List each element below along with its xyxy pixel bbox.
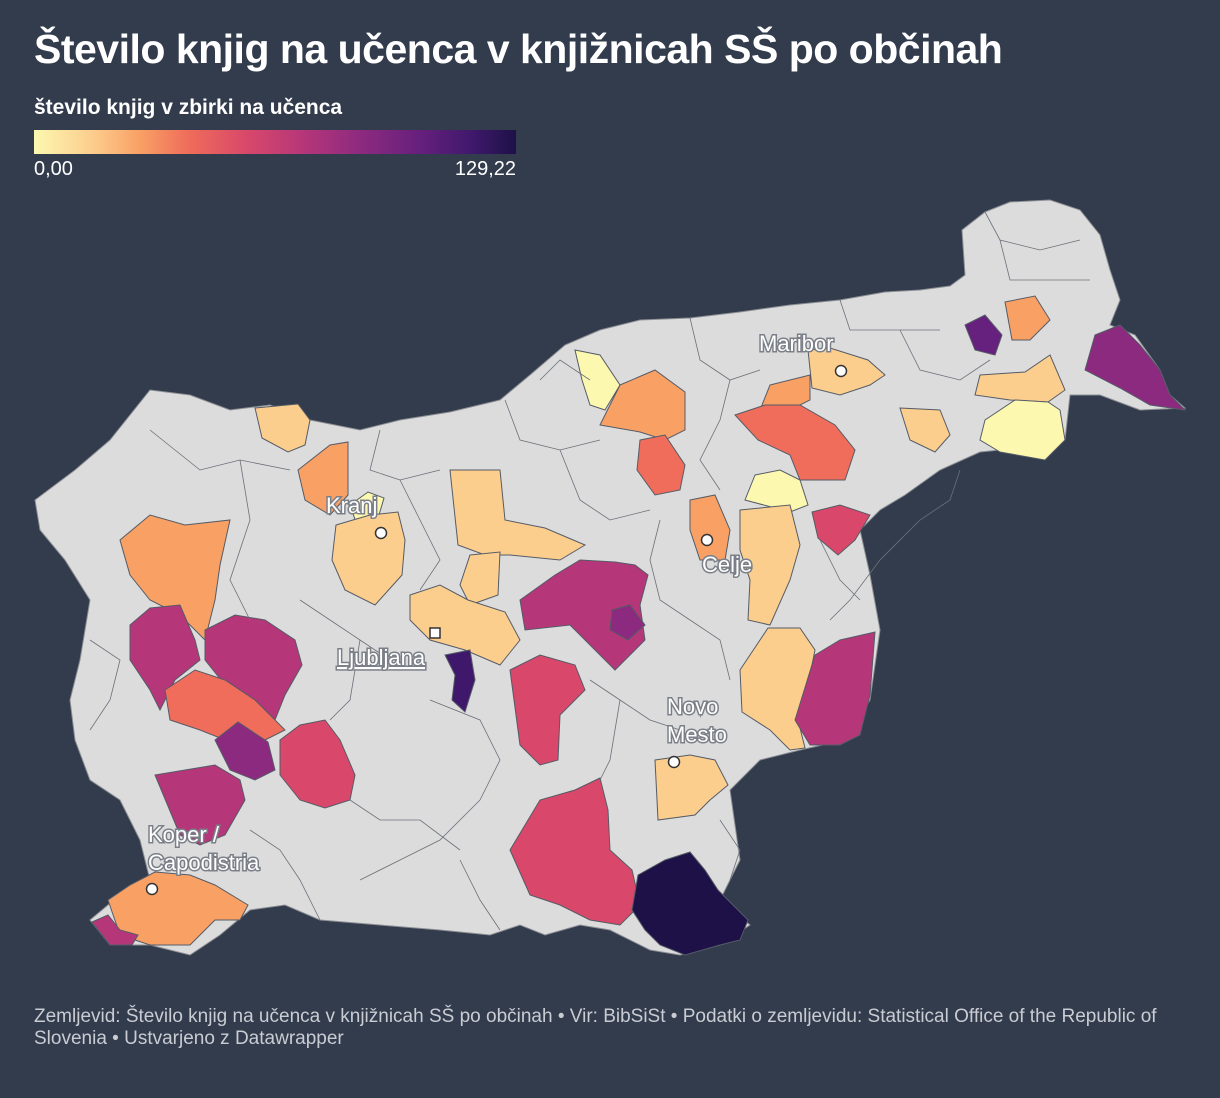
maribor-marker[interactable] [834, 364, 848, 378]
region [204, 614, 303, 721]
ljubljana-label: Ljubljana [337, 645, 426, 670]
region [164, 669, 286, 741]
kranj-label: Kranj [326, 493, 377, 518]
novo-mesto-label-line1: Novo [667, 694, 718, 719]
region [129, 604, 201, 712]
region [1004, 295, 1051, 341]
source-footer: Zemljevid: Število knjig na učenca v knj… [34, 1006, 1157, 1049]
ljubljana-marker[interactable] [429, 627, 441, 639]
region [509, 777, 641, 926]
legend-title: število knjig v zbirki na učenca [34, 96, 343, 119]
region [739, 504, 801, 626]
celje-marker[interactable] [700, 533, 714, 547]
region [794, 631, 876, 746]
region [509, 654, 586, 766]
region [449, 469, 587, 561]
region [214, 721, 276, 781]
region [964, 314, 1003, 356]
koper-marker[interactable] [145, 882, 159, 896]
city-labels: Maribor Kranj Celje Ljubljana Novo Mesto… [147, 330, 836, 877]
region [631, 851, 749, 956]
novo-mesto-label-line2: Mesto [667, 722, 727, 747]
region [519, 559, 649, 671]
maribor-label: Maribor [759, 331, 834, 356]
region [1084, 324, 1187, 411]
map-title: Število knjig na učenca v knjižnicah SŠ … [34, 26, 1003, 72]
region [119, 514, 231, 641]
region [459, 551, 501, 606]
kranj-marker[interactable] [374, 526, 388, 540]
region [811, 504, 871, 556]
region [899, 407, 951, 453]
city-markers [145, 364, 848, 896]
legend-color-scale [34, 130, 516, 154]
region [744, 469, 809, 513]
novo-mesto-marker[interactable] [667, 755, 681, 769]
region [609, 604, 646, 641]
region [654, 754, 729, 821]
region [254, 403, 311, 453]
region [689, 494, 731, 561]
legend-max-label: 129,22 [454, 158, 516, 180]
region [574, 349, 621, 411]
legend-min-label: 0,00 [34, 158, 73, 180]
region [734, 404, 856, 481]
celje-label: Celje [702, 552, 752, 577]
region [636, 434, 686, 496]
region [279, 719, 356, 809]
choropleth-regions [91, 295, 1187, 956]
region [91, 914, 139, 946]
region [154, 764, 246, 846]
koper-label-line2: Capodistria [148, 850, 260, 875]
region [979, 399, 1066, 461]
region [974, 354, 1066, 403]
region [409, 584, 521, 666]
region [297, 441, 349, 516]
koper-label-line1: Koper / [148, 822, 220, 847]
municipality-borders [89, 211, 1090, 931]
region [107, 871, 249, 946]
region [599, 369, 686, 441]
region [444, 649, 476, 713]
